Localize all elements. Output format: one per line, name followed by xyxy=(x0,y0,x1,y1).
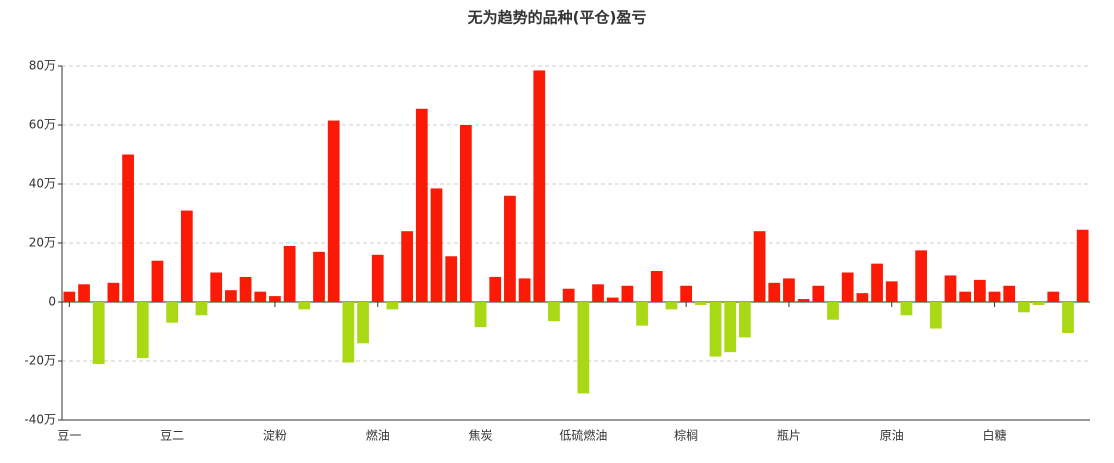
bar xyxy=(371,254,384,302)
bar xyxy=(474,302,487,328)
bar xyxy=(533,70,546,302)
y-tick-label: -40万 xyxy=(24,413,56,427)
bar xyxy=(768,282,781,302)
bar xyxy=(783,278,795,302)
bar xyxy=(680,285,693,302)
x-tick-label: 棕榈 xyxy=(674,428,698,443)
bar xyxy=(445,256,458,302)
bar xyxy=(327,120,340,302)
bar xyxy=(1062,302,1074,333)
bar xyxy=(900,302,913,316)
bar xyxy=(621,285,634,302)
y-tick-label: 0 xyxy=(48,295,56,309)
bar xyxy=(342,302,355,363)
bar xyxy=(753,231,766,302)
y-tick-label: 60万 xyxy=(29,118,56,132)
bar xyxy=(885,281,898,302)
bar xyxy=(1018,302,1030,313)
bar xyxy=(827,302,839,320)
bar xyxy=(841,272,854,302)
bar xyxy=(1003,285,1016,302)
bar xyxy=(739,302,751,338)
x-tick-label: 白糖 xyxy=(983,428,1007,443)
bar xyxy=(915,250,927,302)
bar xyxy=(606,297,619,302)
bar xyxy=(959,291,972,302)
bar xyxy=(225,290,237,302)
y-tick-label: 80万 xyxy=(29,59,56,73)
x-tick-label: 豆二 xyxy=(160,429,184,443)
bar xyxy=(269,296,281,302)
bar xyxy=(107,282,120,302)
bar xyxy=(239,276,252,302)
bar xyxy=(136,302,149,359)
bar xyxy=(504,195,516,302)
bar xyxy=(195,302,208,316)
bar xyxy=(592,284,604,302)
bar xyxy=(548,302,560,322)
bar xyxy=(694,302,707,305)
bar xyxy=(489,276,502,302)
chart-title: 无为趋势的品种(平仓)盈亏 xyxy=(467,9,647,27)
bar xyxy=(122,154,134,302)
bar xyxy=(797,299,810,302)
x-tick-label: 淀粉 xyxy=(263,429,287,443)
x-tick-label: 焦炭 xyxy=(469,429,493,443)
bar xyxy=(636,302,648,326)
bar xyxy=(430,188,443,302)
bar xyxy=(988,291,1001,302)
bar xyxy=(973,279,986,302)
bar xyxy=(1047,291,1060,302)
bar xyxy=(63,291,76,302)
bar xyxy=(254,291,267,302)
bar xyxy=(313,251,325,302)
bar xyxy=(944,275,957,302)
bar xyxy=(929,302,942,329)
bar xyxy=(298,302,311,310)
x-tick-label: 燃油 xyxy=(366,428,390,443)
bar xyxy=(577,302,590,394)
bar xyxy=(166,302,179,323)
bar xyxy=(92,302,105,364)
x-tick-label: 原油 xyxy=(880,429,904,443)
bar xyxy=(459,125,472,302)
bar xyxy=(709,302,722,357)
bar xyxy=(151,260,164,302)
bar xyxy=(1032,302,1045,305)
bar xyxy=(78,284,90,302)
x-tick-label: 低硫燃油 xyxy=(559,428,607,443)
bar xyxy=(562,288,575,302)
bar xyxy=(518,278,531,302)
y-tick-label: 40万 xyxy=(29,177,56,191)
bar xyxy=(180,210,193,302)
bar xyxy=(812,285,825,302)
x-tick-label: 豆一 xyxy=(57,429,81,443)
bar xyxy=(357,302,369,344)
bar xyxy=(856,293,869,302)
bar xyxy=(724,302,737,353)
bar xyxy=(1076,229,1089,302)
bar xyxy=(401,231,413,302)
bar xyxy=(871,263,883,302)
bar xyxy=(415,108,428,303)
bar xyxy=(386,302,399,310)
bar xyxy=(283,245,296,302)
y-tick-label: 20万 xyxy=(29,236,56,250)
y-tick-label: -20万 xyxy=(24,354,56,368)
bar xyxy=(665,302,678,310)
bar xyxy=(650,271,663,302)
x-tick-label: 瓶片 xyxy=(777,429,801,443)
bar xyxy=(210,272,223,302)
